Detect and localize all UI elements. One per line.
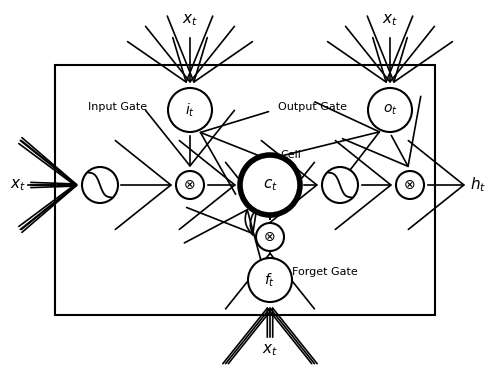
FancyArrowPatch shape [20, 141, 76, 229]
Text: $f_t$: $f_t$ [264, 271, 276, 289]
Text: $x_t$: $x_t$ [10, 177, 26, 193]
Circle shape [368, 88, 412, 132]
Circle shape [248, 258, 292, 302]
Text: $x_t$: $x_t$ [382, 12, 398, 28]
FancyArrowPatch shape [262, 141, 317, 229]
Bar [55, 65, 435, 315]
FancyArrowPatch shape [186, 163, 264, 233]
FancyArrowPatch shape [336, 141, 391, 229]
FancyArrowPatch shape [226, 253, 314, 309]
Circle shape [82, 167, 118, 203]
FancyArrowPatch shape [19, 144, 76, 232]
FancyArrowPatch shape [226, 308, 314, 364]
FancyArrowPatch shape [116, 141, 171, 229]
FancyArrowPatch shape [146, 26, 234, 82]
FancyArrowPatch shape [228, 308, 317, 364]
Circle shape [168, 88, 212, 132]
Text: Output Gate: Output Gate [278, 102, 347, 112]
FancyArrowPatch shape [342, 96, 420, 166]
FancyArrowPatch shape [168, 16, 252, 82]
Text: $x_t$: $x_t$ [182, 12, 198, 28]
Text: Input Gate: Input Gate [88, 102, 147, 112]
Text: $c_t$: $c_t$ [262, 177, 278, 193]
FancyArrowPatch shape [328, 16, 412, 82]
Text: $h_t$: $h_t$ [470, 175, 486, 194]
FancyArrowPatch shape [180, 141, 235, 229]
FancyArrowPatch shape [282, 102, 380, 188]
FancyArrowPatch shape [184, 210, 266, 278]
Text: $x_t$: $x_t$ [262, 342, 278, 358]
FancyArrowPatch shape [346, 26, 434, 82]
FancyArrowPatch shape [22, 141, 77, 229]
FancyArrowPatch shape [223, 308, 312, 364]
Text: $o_t$: $o_t$ [382, 103, 398, 117]
FancyArrowPatch shape [226, 162, 314, 219]
FancyArrowPatch shape [200, 112, 268, 194]
Circle shape [256, 223, 284, 251]
Circle shape [240, 155, 300, 215]
Circle shape [322, 167, 358, 203]
FancyArrowPatch shape [19, 138, 76, 226]
Text: ⊗: ⊗ [184, 178, 196, 192]
Circle shape [176, 171, 204, 199]
Text: ⊗: ⊗ [404, 178, 416, 192]
FancyArrowPatch shape [368, 16, 452, 82]
FancyArrowPatch shape [408, 141, 464, 229]
Text: ⊗: ⊗ [264, 230, 276, 244]
FancyArrowPatch shape [128, 16, 212, 82]
Text: Forget Gate: Forget Gate [292, 267, 358, 277]
Circle shape [396, 171, 424, 199]
Text: $i_t$: $i_t$ [185, 101, 195, 119]
Text: Cell: Cell [280, 150, 301, 160]
FancyArrowPatch shape [146, 110, 234, 166]
